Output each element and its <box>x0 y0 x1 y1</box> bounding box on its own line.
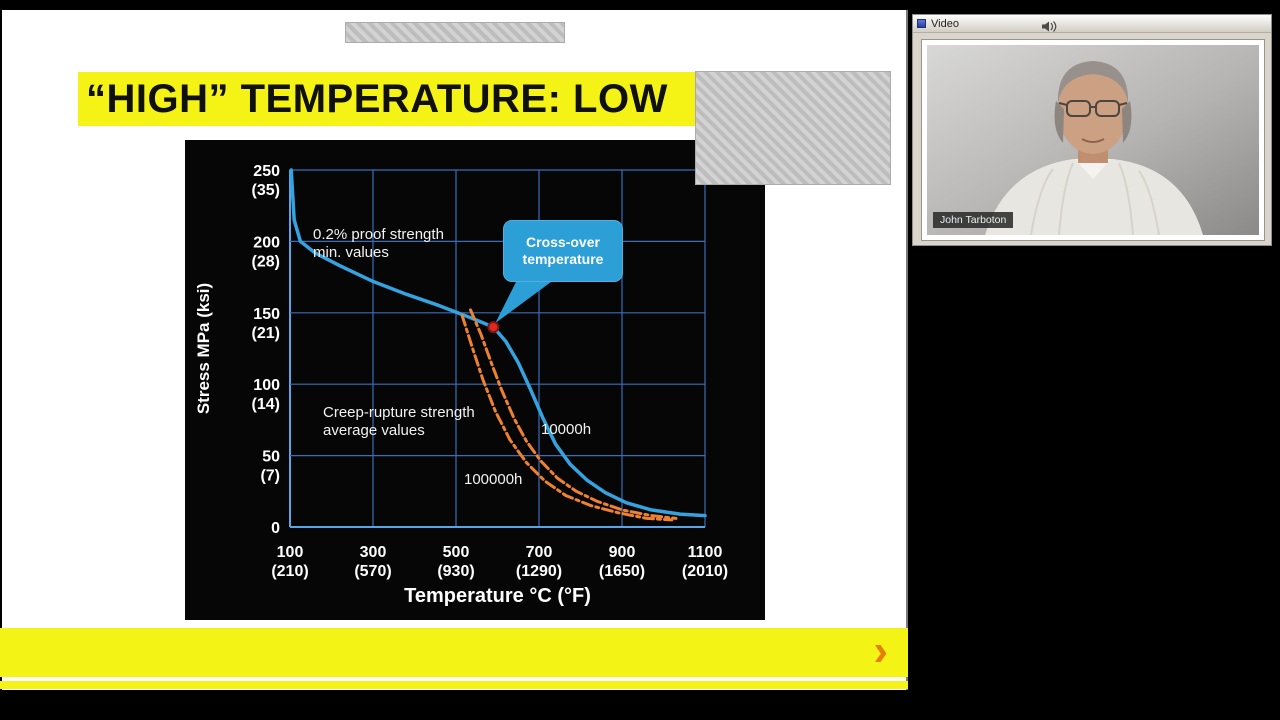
slide-title: “HIGH” TEMPERATURE: LOW <box>86 76 668 121</box>
svg-text:250(35): 250 (35) <box>252 163 281 199</box>
svg-text:200(28): 200 (28) <box>252 234 281 270</box>
svg-text:500(930): 500 (930) <box>437 544 474 580</box>
video-titlebar[interactable]: Video <box>913 15 1271 33</box>
video-panel: Video <box>912 14 1272 246</box>
footer-bar: › <box>0 626 908 677</box>
creep-rupture-label: Creep-rupture strength average values <box>323 404 475 439</box>
speaker-icon[interactable] <box>1041 19 1057 37</box>
svg-text:900(1650): 900 (1650) <box>599 544 645 580</box>
webcam-frame: John Tarboton <box>921 39 1265 241</box>
svg-text:0: 0 <box>271 520 280 537</box>
webcam-video: John Tarboton <box>927 45 1259 235</box>
slide-title-highlight: “HIGH” TEMPERATURE: LOW <box>78 72 698 126</box>
next-arrow-icon[interactable]: › <box>873 626 888 675</box>
svg-text:50(7): 50 (7) <box>260 449 280 485</box>
svg-text:1100(2010): 1100 (2010) <box>682 544 728 580</box>
window-icon <box>917 19 926 28</box>
svg-text:700(1290): 700 (1290) <box>516 544 562 580</box>
label-10000h: 10000h <box>541 421 592 438</box>
stress-temperature-chart: 100 (210) 300 (570) 500 (930) 700 (1290) 900 (165… <box>185 140 765 620</box>
svg-text:100(210): 100 (210) <box>271 544 308 580</box>
svg-text:150(21): 150 (21) <box>252 306 281 342</box>
label-100000h: 100000h <box>464 471 523 488</box>
crossover-callout: Cross-over temperature <box>503 220 623 282</box>
presenter-silhouette <box>927 45 1259 235</box>
redaction-box-title <box>695 71 891 185</box>
presenter-name-tag: John Tarboton <box>933 212 1014 228</box>
redaction-box-top <box>345 22 565 43</box>
chart-svg: 100 (210) 300 (570) 500 (930) 700 (1290) 900 (165… <box>194 163 728 607</box>
proof-strength-label: 0.2% proof strength min. values <box>313 226 444 261</box>
svg-text:300(570): 300 (570) <box>354 544 391 580</box>
video-panel-title: Video <box>931 17 959 30</box>
slide-area: “HIGH” TEMPERATURE: LOW 100 (210) 300 (570)… <box>2 10 908 690</box>
svg-text:Stress MPa (ksi): Stress MPa (ksi) <box>194 283 213 414</box>
footer-strip <box>0 681 908 689</box>
svg-text:Temperature °C (°F): Temperature °C (°F) <box>404 585 591 607</box>
svg-text:100(14): 100 (14) <box>252 377 281 413</box>
